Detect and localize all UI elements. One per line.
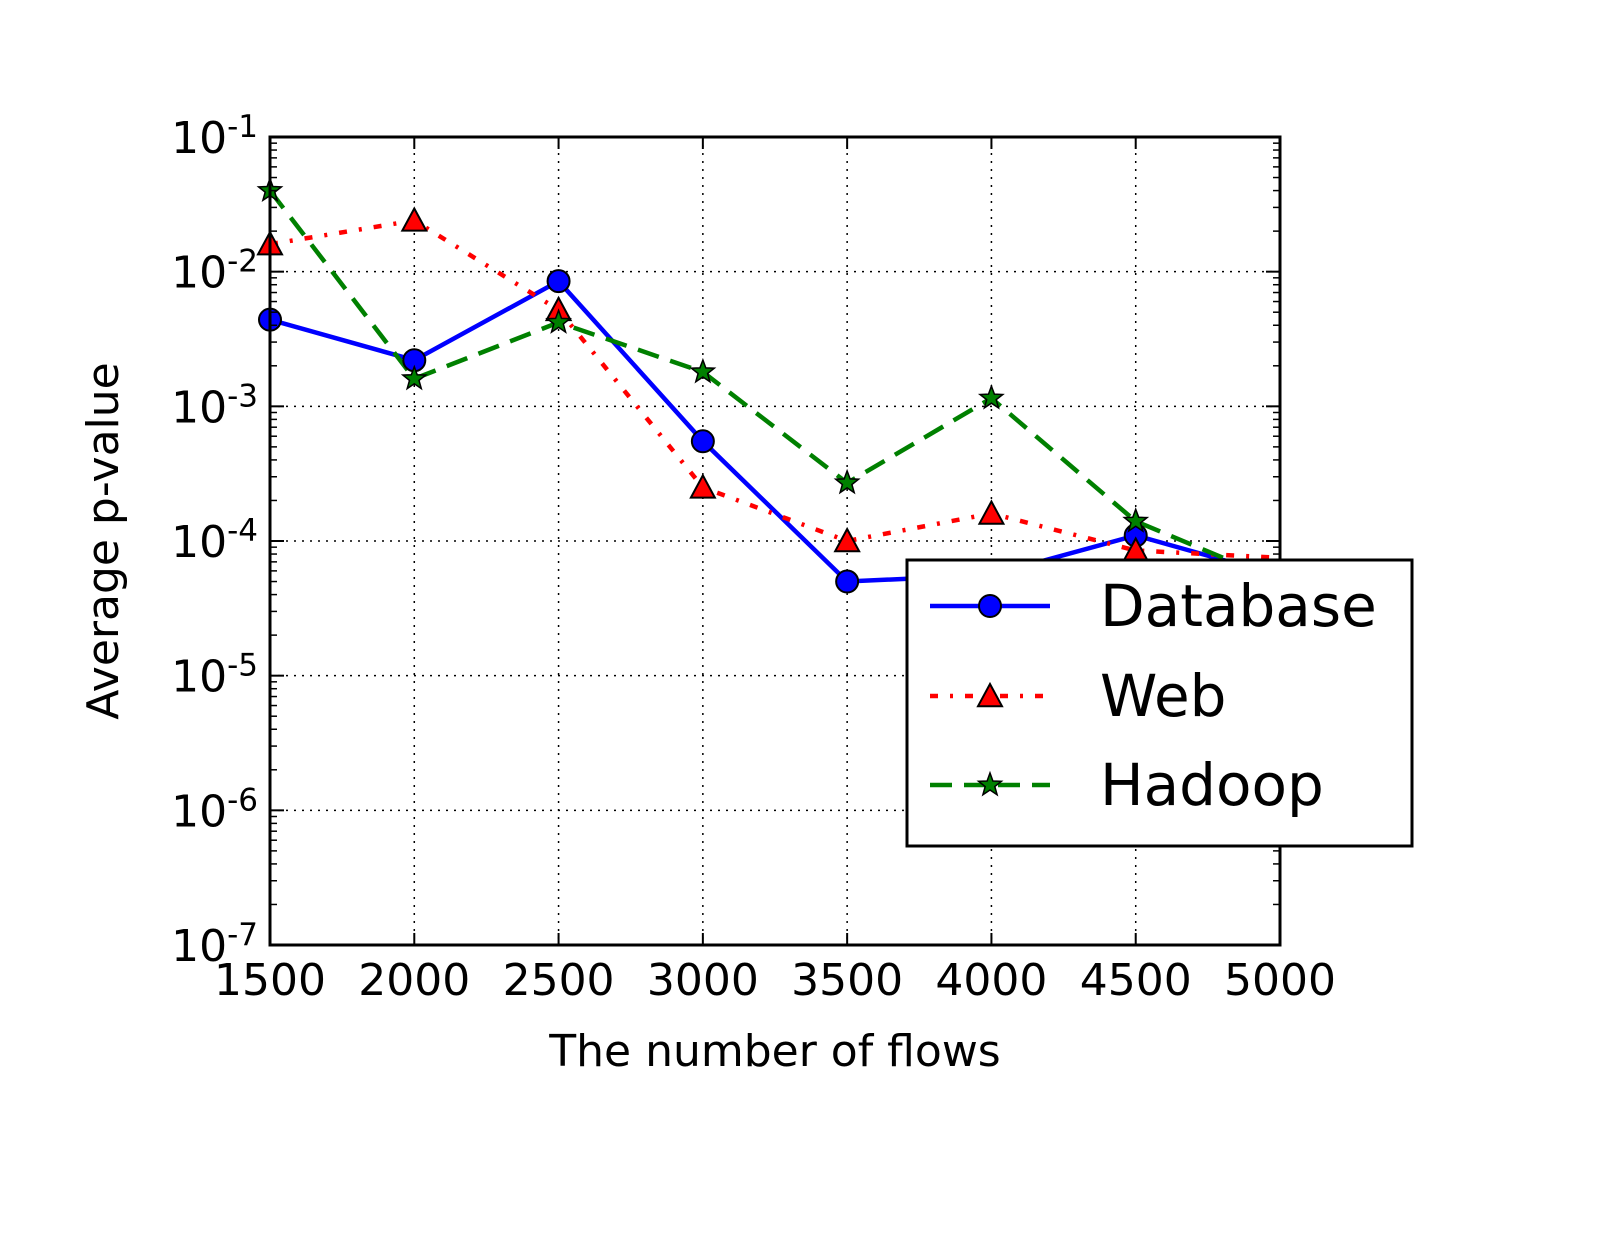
- data-point-database: [690, 429, 715, 454]
- data-point-web: [833, 526, 861, 553]
- y-tick-label: 10-4: [171, 513, 258, 568]
- y-tick-label: 10-1: [171, 109, 258, 164]
- legend-label-web: Web: [1100, 662, 1226, 730]
- x-tick-label: 4000: [935, 955, 1047, 1006]
- data-point-web: [689, 473, 717, 499]
- y-tick-exponent: -4: [227, 513, 258, 549]
- x-axis-label: The number of flows: [548, 1026, 1000, 1077]
- y-tick-exponent: -7: [227, 917, 258, 953]
- data-point-hadoop: [689, 357, 717, 384]
- y-tick-base: 10: [171, 652, 227, 703]
- x-tick-label: 2500: [503, 955, 615, 1006]
- legend: Database Web Hadoop: [905, 558, 1414, 848]
- y-tick-base: 10: [171, 921, 227, 972]
- y-tick-base: 10: [171, 382, 227, 433]
- data-point-database: [835, 569, 860, 594]
- data-point-web: [977, 499, 1006, 525]
- series-layer: [270, 189, 1280, 584]
- y-tick-base: 10: [171, 248, 227, 299]
- legend-label-hadoop: Hadoop: [1100, 751, 1324, 819]
- legend-marker-database: [978, 594, 1002, 618]
- data-point-hadoop: [833, 468, 861, 495]
- x-tick-label: 2000: [358, 955, 470, 1006]
- y-tick-base: 10: [171, 113, 227, 164]
- y-tick-label: 10-5: [171, 648, 258, 703]
- y-tick-exponent: -3: [227, 378, 258, 414]
- x-tick-label: 1500: [214, 955, 326, 1006]
- data-point-web: [400, 206, 428, 232]
- data-point-database: [546, 269, 571, 294]
- y-tick-base: 10: [171, 786, 227, 837]
- data-point-hadoop: [400, 364, 428, 391]
- y-tick-base: 10: [171, 517, 227, 568]
- y-tick-label: 10-2: [171, 244, 258, 299]
- x-tick-label: 3500: [791, 955, 903, 1006]
- x-tick-label: 3000: [647, 955, 759, 1006]
- y-tick-exponent: -6: [227, 782, 258, 818]
- y-axis-label: Average p-value: [78, 362, 129, 719]
- y-tick-label: 10-3: [171, 378, 258, 433]
- x-tick-label: 4500: [1080, 955, 1192, 1006]
- y-tick-exponent: -5: [227, 648, 258, 684]
- y-tick-exponent: -1: [227, 109, 258, 145]
- y-tick-exponent: -2: [227, 244, 258, 280]
- data-point-hadoop: [545, 308, 573, 334]
- legend-marker-web: [976, 681, 1004, 708]
- y-tick-label: 10-6: [171, 782, 258, 837]
- legend-marker-hadoop: [976, 770, 1004, 797]
- data-point-hadoop: [1122, 507, 1150, 533]
- series-line-database: [270, 278, 1280, 584]
- y-tick-label: 10-7: [171, 917, 258, 972]
- legend-label-database: Database: [1100, 572, 1377, 640]
- data-point-hadoop: [977, 384, 1005, 410]
- x-tick-label: 5000: [1224, 955, 1336, 1006]
